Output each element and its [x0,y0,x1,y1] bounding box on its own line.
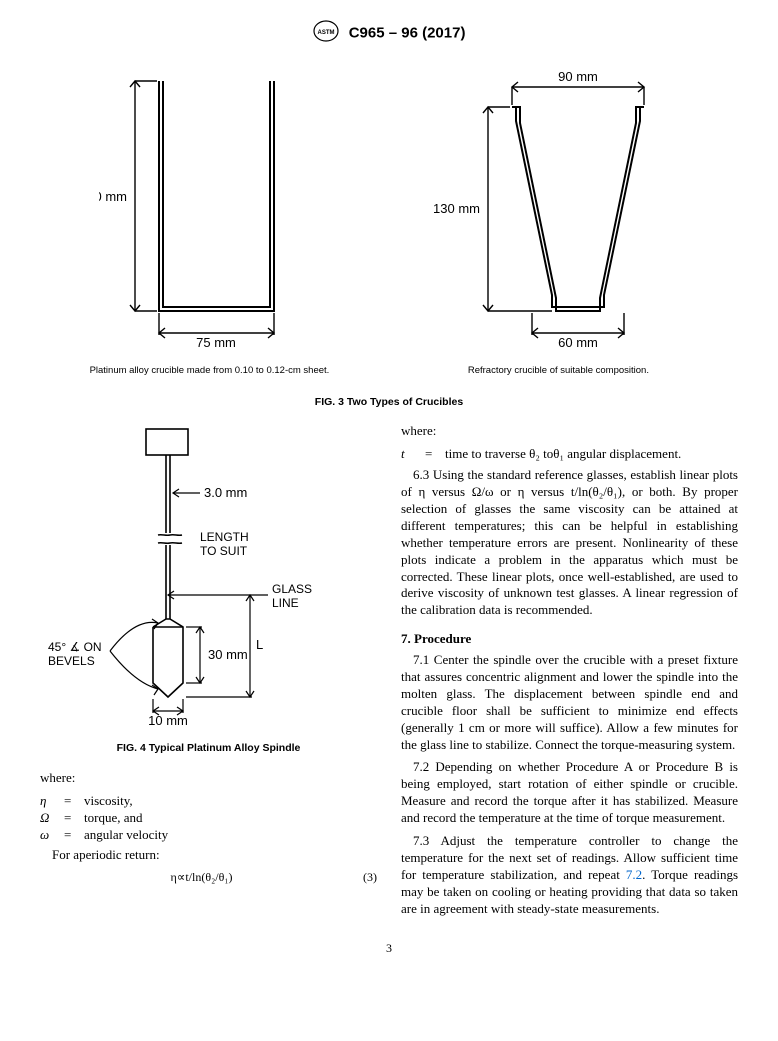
crucible-b-topwidth-label: 90 mm [559,69,599,84]
para-7-1: 7.1 Center the spindle over the crucible… [401,652,738,753]
astm-logo: ASTM [313,20,339,48]
glass-line-1: GLASS [272,582,312,596]
glass-line-2: LINE [272,596,299,610]
crucible-a-svg: 150 mm 75 mm [99,63,319,353]
def-eta: viscosity, [84,793,133,810]
para-7-3: 7.3 Adjust the temperature controller to… [401,833,738,917]
def-omega: angular velocity [84,827,168,844]
eq3-expr: η∝t/ln(θ₂/θ₁) [170,870,232,884]
length-note-1: LENGTH [200,530,249,544]
right-column: where: t=time to traverse θ₂ toθ₁ angula… [401,423,738,923]
page-header: ASTM C965 – 96 (2017) [40,20,738,48]
symbol-definitions: η=viscosity, Ω=torque, and ω=angular vel… [40,793,377,844]
crucible-b-botwidth-label: 60 mm [559,335,599,350]
length-note-2: TO SUIT [200,544,248,558]
fig4-svg: 3.0 mm LENGTH TO SUIT GLASS LINE L [40,423,360,733]
L-label: L [256,637,263,652]
bevel-note-2: BEVELS [48,654,95,668]
bevel-note-1: 45° ∡ ON [48,640,102,654]
para-6-3: 6.3 Using the standard reference glasses… [401,467,738,619]
sym-t: t [401,446,417,463]
body-height-label: 30 mm [208,647,248,662]
standard-code: C965 – 96 (2017) [349,25,466,42]
eq3-num: (3) [363,870,377,886]
def-t: time to traverse θ₂ toθ₁ angular displac… [445,446,681,463]
crucible-b-height-label: 130 mm [433,201,480,216]
para-7-2: 7.2 Depending on whether Procedure A or … [401,759,738,827]
crucible-b-svg: 90 mm 130 mm 60 m [428,63,688,353]
crucible-a-caption: Platinum alloy crucible made from 0.10 t… [90,365,330,377]
def-Omega: torque, and [84,810,142,827]
ref-7-2[interactable]: 7.2 [626,867,642,882]
crucible-a-height-label: 150 mm [99,189,127,204]
t-definition: t=time to traverse θ₂ toθ₁ angular displ… [401,446,738,463]
spindle-diameter-label: 3.0 mm [204,485,247,500]
sym-eta: η [40,793,56,810]
where-label-left: where: [40,770,377,787]
fig3-title: FIG. 3 Two Types of Crucibles [40,396,738,410]
left-column: 3.0 mm LENGTH TO SUIT GLASS LINE L [40,423,377,923]
body-width-label: 10 mm [148,713,188,728]
crucible-b-caption: Refractory crucible of suitable composit… [428,365,688,377]
where-label-right: where: [401,423,738,440]
fig3-row: 150 mm 75 mm Platinum alloy crucible mad… [40,63,738,378]
page-number: 3 [40,941,738,957]
fig4-title: FIG. 4 Typical Platinum Alloy Spindle [40,742,377,756]
sym-omega: ω [40,827,56,844]
crucible-a-width-label: 75 mm [197,335,237,350]
sym-Omega: Ω [40,810,56,827]
crucible-a: 150 mm 75 mm Platinum alloy crucible mad… [90,63,330,378]
aperiodic-label: For aperiodic return: [40,847,377,864]
equation-3: η∝t/ln(θ₂/θ₁) (3) [40,870,377,886]
crucible-b: 90 mm 130 mm 60 m [428,63,688,378]
two-column-layout: 3.0 mm LENGTH TO SUIT GLASS LINE L [40,423,738,923]
svg-text:ASTM: ASTM [317,30,334,36]
section-7-heading: 7. Procedure [401,631,738,648]
